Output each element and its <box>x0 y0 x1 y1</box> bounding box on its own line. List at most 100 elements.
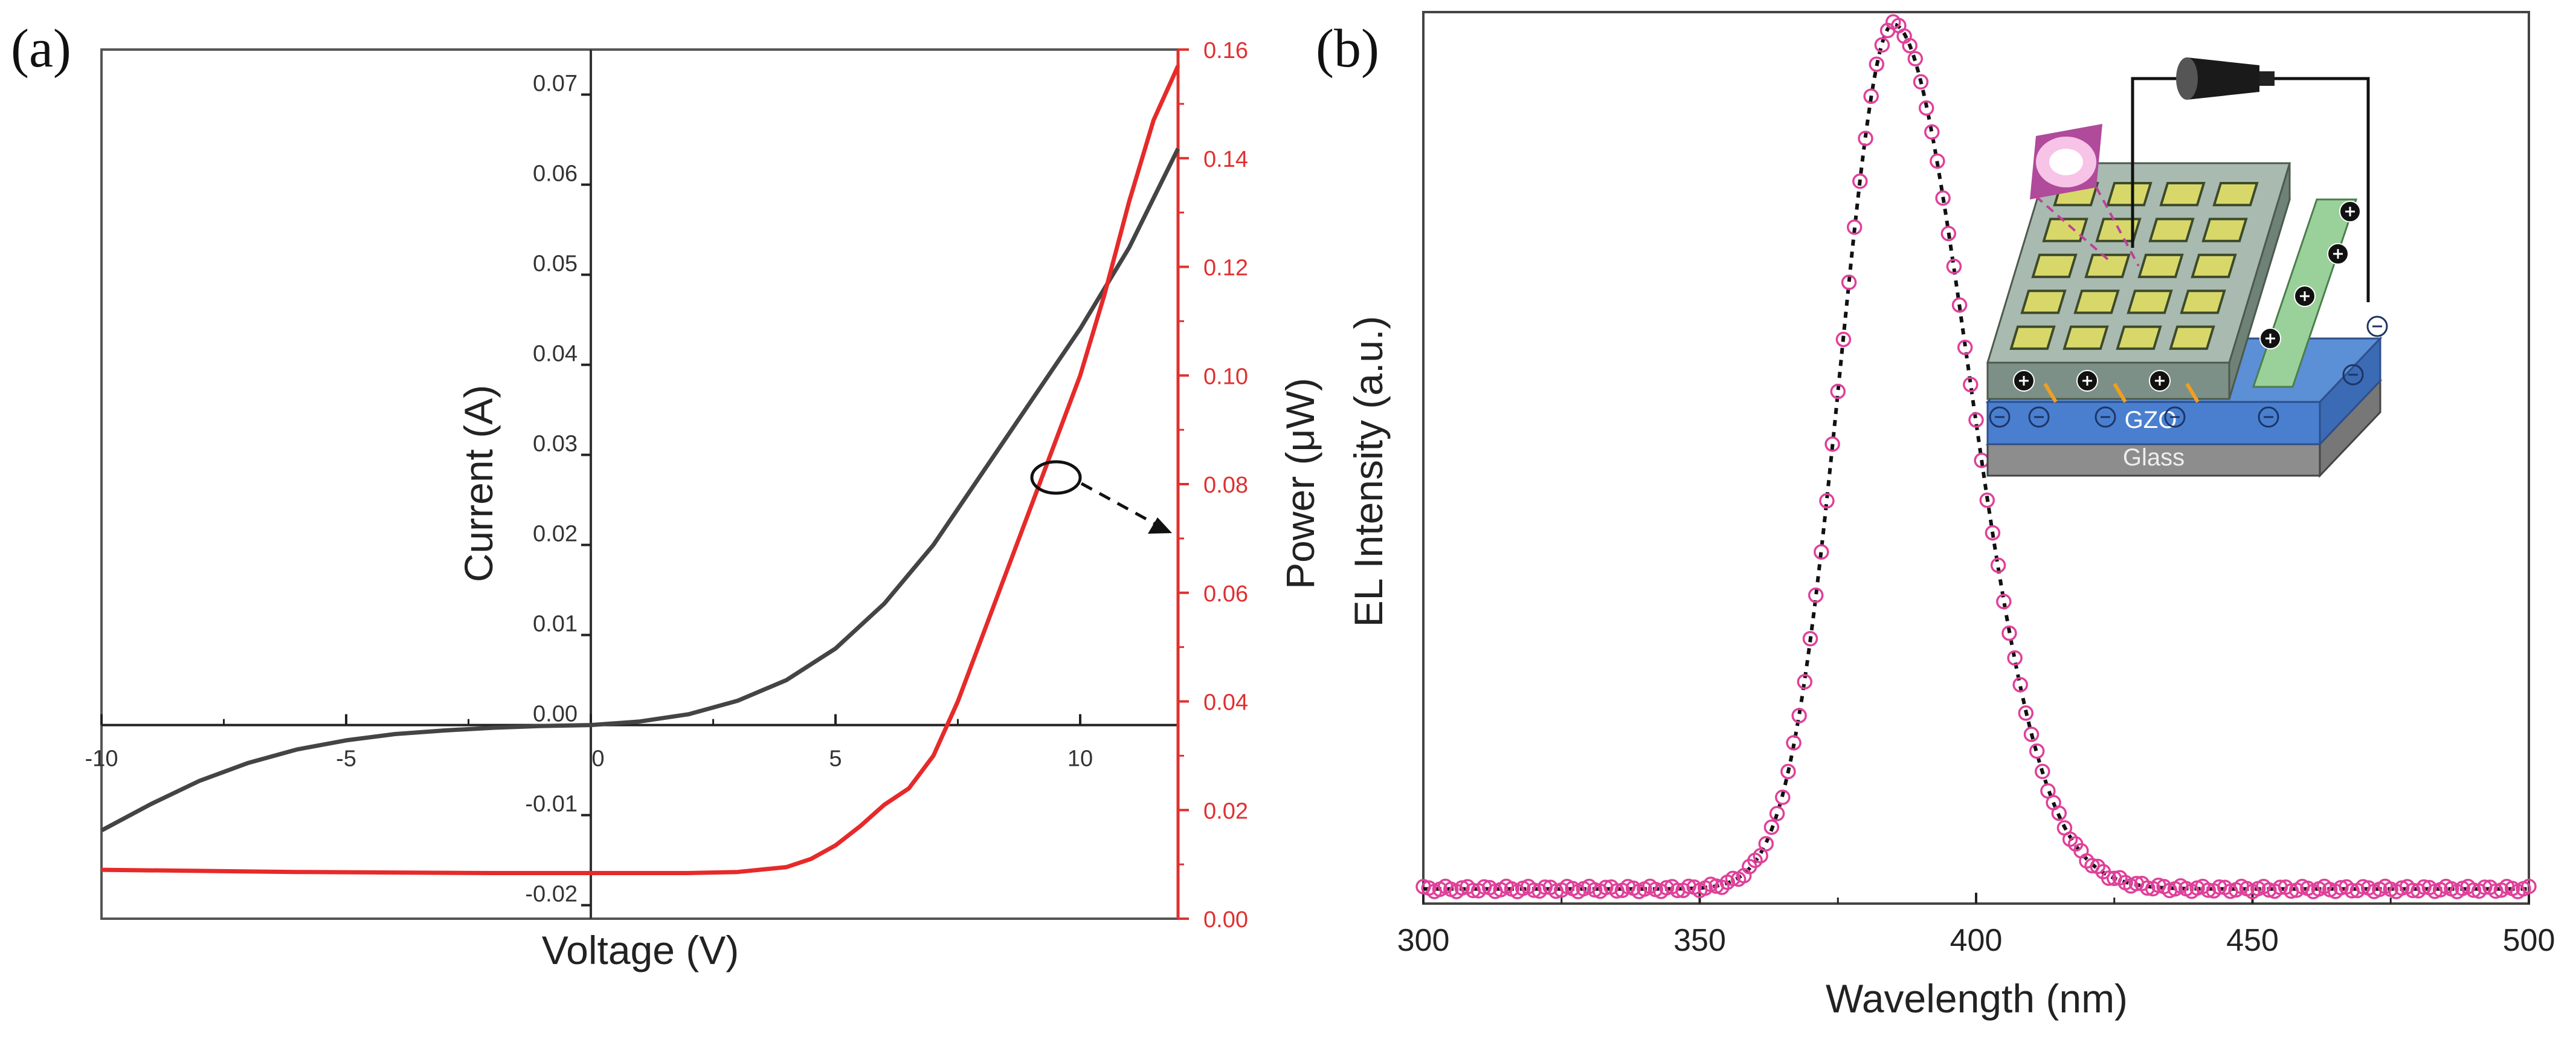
x-tick-label: -5 <box>336 746 356 772</box>
gzo-label: GZO <box>2125 407 2177 433</box>
el-data-point <box>2023 726 2040 742</box>
electrode-pad <box>2009 325 2056 350</box>
x-tick-label: 450 <box>2226 923 2279 958</box>
electrode-pad <box>2106 182 2153 207</box>
el-data-point <box>1526 882 1542 898</box>
el-data-point <box>2101 870 2117 886</box>
el-data-point <box>2007 650 2023 666</box>
electrode-pad <box>2137 253 2184 279</box>
el-data-point <box>2018 705 2034 721</box>
recombination-arrow <box>2113 383 2127 403</box>
x-tick-label: 300 <box>1397 923 1450 958</box>
left-y-tick-label: 0.02 <box>533 522 578 547</box>
panel-a-series <box>100 65 1180 875</box>
panel-a-right-y-ticks: 0.00 0.02 0.04 0.06 0.08 0.10 0.12 0.14 0.16 <box>1178 38 1248 933</box>
panel-a-label: (a) <box>11 19 71 79</box>
el-data-point <box>1830 383 1846 400</box>
left-y-tick-label: 0.03 <box>533 432 578 457</box>
left-y-tick-label: -0.01 <box>525 792 578 817</box>
annotation-dashed-arrow <box>1080 482 1160 528</box>
panel-b-x-axis-title: Wavelength (nm) <box>1826 976 2128 1021</box>
electrode-pad <box>2062 325 2109 350</box>
el-data-point <box>1869 56 1885 72</box>
el-data-point <box>1780 763 1796 780</box>
el-data-point <box>1907 51 1924 66</box>
current-series-line <box>100 147 1180 833</box>
el-data-point <box>2051 805 2067 821</box>
annotation-circle <box>1030 460 1082 495</box>
emission-dash-left <box>2035 195 2110 261</box>
electrode-pad <box>2042 218 2088 242</box>
x-tick-label: -10 <box>85 746 118 772</box>
electron-charge <box>1989 406 2011 428</box>
el-data-point <box>1658 880 1675 896</box>
electrode-pad <box>2031 253 2078 279</box>
emission-glow-core <box>2049 149 2083 175</box>
probe-icon <box>2187 57 2259 100</box>
electron-charge <box>2258 406 2279 428</box>
device-schematic-inset: Glass GZO <box>1985 57 2388 478</box>
el-data-point <box>1786 735 1802 751</box>
left-y-tick-label: 0.05 <box>533 251 578 277</box>
panel-a-chart: -10 -5 0 5 10 -0.02 -0.01 0.00 0.01 0.02 0.03 0.04… <box>85 38 1322 972</box>
el-data-point <box>1979 492 1995 508</box>
el-data-point <box>1846 219 1863 235</box>
el-data-point <box>1874 37 1890 53</box>
left-y-tick-label: 0.01 <box>533 612 578 637</box>
el-data-point <box>2012 677 2028 693</box>
electrode-pad <box>2201 218 2248 242</box>
el-data-point <box>1918 100 1934 116</box>
el-data-point <box>1996 594 2012 610</box>
el-data-point <box>2333 879 2349 896</box>
el-data-point <box>1968 412 1984 428</box>
el-data-point <box>1769 806 1785 821</box>
recombination-arrow <box>2185 383 2200 403</box>
el-data-point <box>2521 878 2537 895</box>
el-data-point <box>1775 789 1791 805</box>
el-data-point <box>1802 630 1818 647</box>
right-y-tick-label: 0.00 <box>1203 907 1248 933</box>
el-data-point <box>1990 557 2006 574</box>
el-data-point <box>1852 173 1868 189</box>
power-series-line <box>101 65 1180 875</box>
annotation-arrowhead <box>1148 517 1172 534</box>
wire-left <box>2131 77 2187 248</box>
panel-b-label: (b) <box>1316 19 1379 79</box>
el-data-point <box>2139 880 2156 896</box>
charge-carriers <box>1989 201 2388 428</box>
el-data-point <box>1940 225 1957 242</box>
el-data-point <box>1902 37 1918 54</box>
el-data-point <box>1946 259 1962 274</box>
el-data-point <box>1758 836 1774 852</box>
electrode-pad <box>2169 325 2215 350</box>
x-tick-label: 0 <box>591 746 604 772</box>
panel-b-series <box>1415 14 2537 899</box>
wire-right <box>2272 77 2370 302</box>
emission-dash-right <box>2095 187 2140 267</box>
el-data-point <box>1957 340 1973 355</box>
right-y-tick-label: 0.12 <box>1203 256 1248 281</box>
electrode-pad <box>2180 290 2226 314</box>
probe-end <box>2259 71 2275 86</box>
right-y-tick-label: 0.08 <box>1203 473 1248 498</box>
el-data-point <box>1951 297 1968 313</box>
el-data-point <box>1858 131 1873 146</box>
el-data-point <box>1819 493 1835 509</box>
el-data-point <box>1791 708 1807 723</box>
el-data-point <box>1930 153 1945 169</box>
recombination-arrow <box>2043 383 2058 403</box>
electrode-pad <box>2127 290 2173 314</box>
el-data-point <box>1935 190 1951 206</box>
electrode-pad <box>2084 253 2131 279</box>
electrode-pad <box>2159 182 2206 207</box>
el-data-point <box>1725 870 1741 887</box>
x-tick-label: 500 <box>2503 923 2555 958</box>
electrode-pad <box>2020 290 2067 314</box>
el-data-point <box>1814 544 1829 560</box>
panel-a-x-axis-title: Voltage (V) <box>542 928 739 972</box>
panel-a-right-y-axis-title: Power (μW) <box>1278 378 1322 589</box>
panel-a-frame <box>100 48 1179 920</box>
el-data-point <box>1863 88 1879 104</box>
electrode-pad <box>2191 253 2237 279</box>
